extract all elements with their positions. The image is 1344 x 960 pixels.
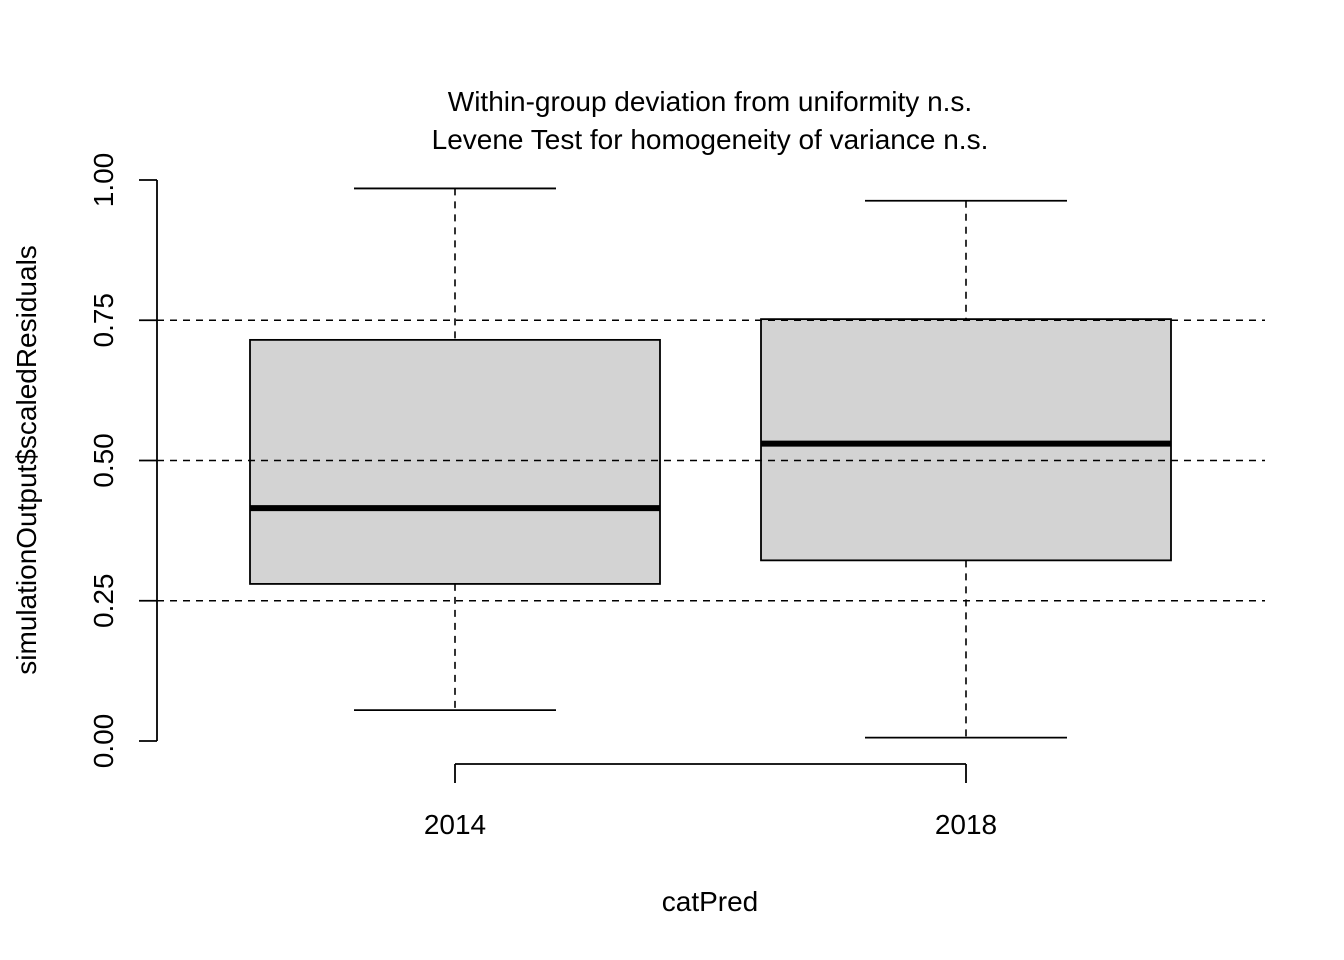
x-tick-label: 2014 bbox=[424, 809, 486, 840]
chart-marks: 0.00 0.25 0.50 0.75 1.00 2014 2018 bbox=[88, 153, 1265, 840]
box-2018 bbox=[760, 318, 1172, 562]
chart-title: Within-group deviation from uniformity n… bbox=[448, 86, 972, 117]
y-axis-label: simulationOutput$scaledResiduals bbox=[11, 245, 42, 675]
x-tick-label: 2018 bbox=[935, 809, 997, 840]
x-axis-label: catPred bbox=[662, 886, 759, 917]
y-tick-label: 0.50 bbox=[88, 433, 119, 488]
box-2014 bbox=[249, 338, 661, 585]
y-tick-label: 1.00 bbox=[88, 153, 119, 208]
y-tick-label: 0.75 bbox=[88, 293, 119, 348]
y-tick-label: 0.25 bbox=[88, 574, 119, 629]
y-tick-label: 0.00 bbox=[88, 714, 119, 769]
chart-subtitle: Levene Test for homogeneity of variance … bbox=[432, 124, 989, 155]
